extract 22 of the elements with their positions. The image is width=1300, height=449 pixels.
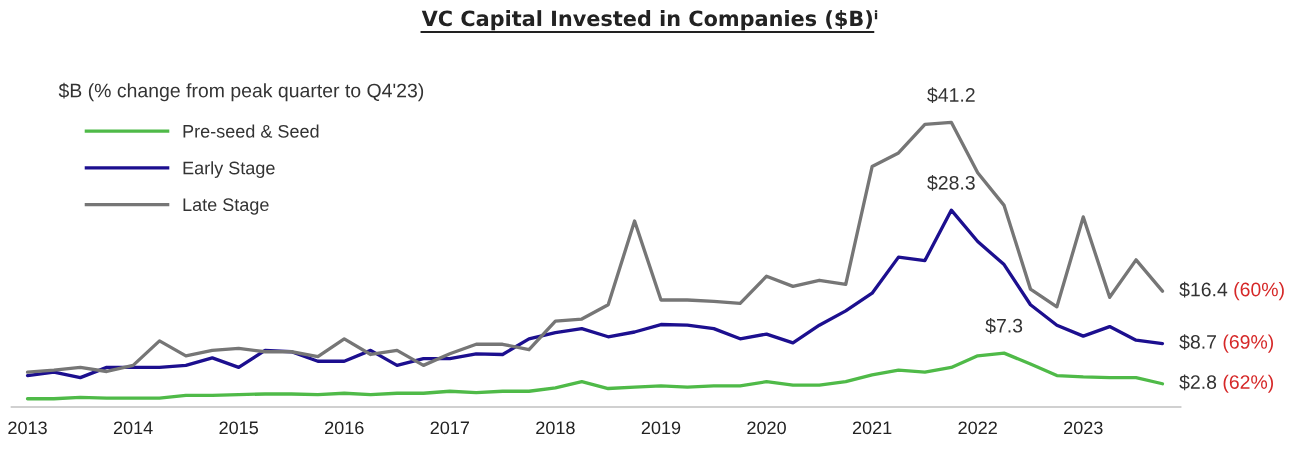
x-tick-label: 2020: [747, 421, 786, 435]
x-tick-label: 2014: [113, 421, 153, 435]
data-label: $8.7 (69%): [1179, 334, 1274, 353]
legend-label: Pre-seed & Seed: [183, 124, 319, 138]
chart-title: VC Capital Invested in Companies ($B)ⁱ: [421, 10, 878, 31]
legend-label: Early Stage: [183, 161, 275, 178]
data-label: $41.2: [927, 87, 975, 103]
data-label: $16.4 (60%): [1179, 281, 1284, 301]
data-label: $2.8 (62%): [1179, 374, 1274, 393]
x-tick-label: 2022: [958, 421, 997, 435]
x-tick-label: 2013: [8, 421, 47, 435]
x-tick-label: 2016: [325, 421, 364, 435]
data-label: $7.3: [985, 318, 1023, 334]
x-tick-label: 2017: [430, 421, 470, 435]
x-tick-label: 2021: [852, 421, 892, 435]
x-tick-label: 2015: [219, 421, 259, 435]
x-tick-label: 2018: [536, 421, 575, 435]
x-tick-label: 2023: [1064, 421, 1103, 435]
x-tick-label: 2019: [641, 421, 681, 435]
legend-label: Late Stage: [183, 198, 269, 215]
chart-subtitle: $B (% change from peak quarter to Q4'23): [58, 82, 424, 102]
data-label: $28.3: [927, 175, 975, 191]
